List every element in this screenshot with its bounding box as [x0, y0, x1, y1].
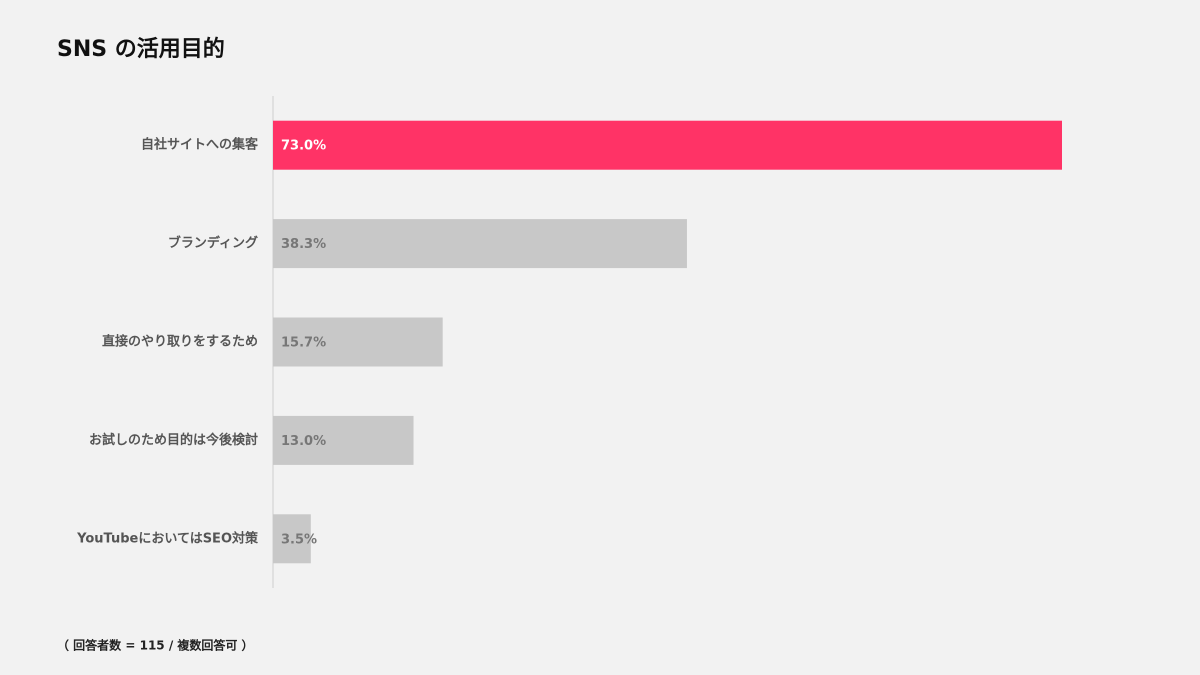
category-label: ブランディング	[168, 235, 258, 251]
category-label: お試しのため目的は今後検討	[89, 432, 258, 448]
category-label: 直接のやり取りをするため	[102, 334, 258, 350]
bar	[273, 219, 687, 269]
bar	[273, 317, 443, 367]
value-label: 3.5%	[281, 532, 317, 547]
value-label: 13.0%	[281, 434, 326, 449]
category-label: YouTubeにおいてはSEO対策	[76, 530, 259, 546]
value-label: 15.7%	[281, 336, 326, 351]
value-label: 38.3%	[281, 237, 326, 252]
value-label: 73.0%	[281, 139, 326, 154]
bar	[273, 120, 1062, 170]
category-label: 自社サイトへの集客	[141, 137, 259, 153]
bar	[273, 514, 311, 564]
footnote: （ 回答者数 = 115 / 複数回答可 ）	[57, 638, 254, 653]
bar	[273, 415, 414, 465]
chart-title: SNS の活用目的	[57, 36, 225, 62]
